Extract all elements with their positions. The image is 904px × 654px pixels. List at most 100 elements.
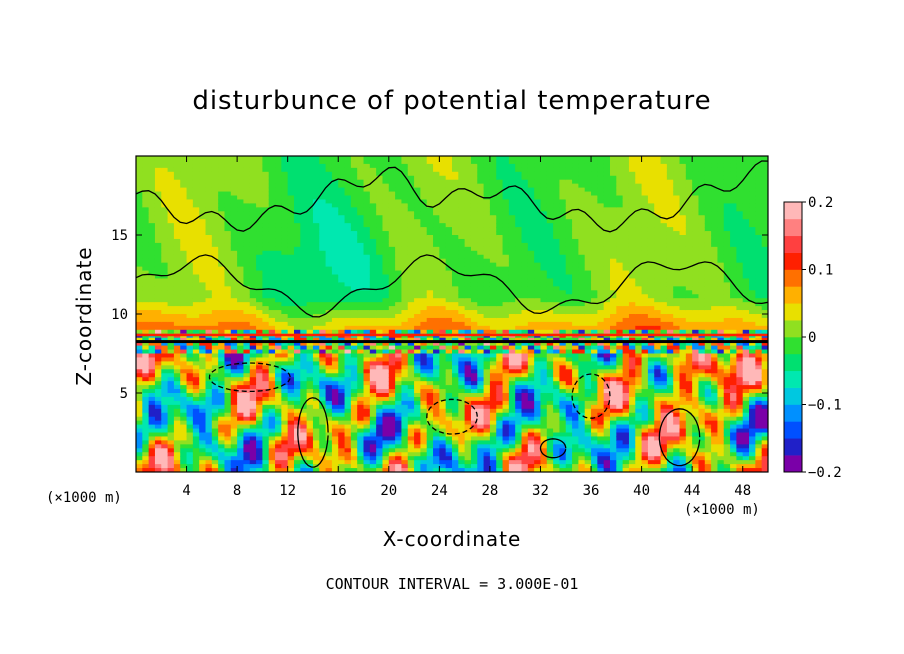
heatmap-cell: [382, 242, 390, 248]
heatmap-cell: [502, 345, 510, 351]
heatmap-cell: [224, 381, 232, 386]
heatmap-cell: [249, 412, 257, 418]
heatmap-cell: [325, 310, 333, 315]
heatmap-cell: [281, 325, 289, 331]
heatmap-cell: [363, 349, 371, 355]
heatmap-cell: [142, 270, 150, 276]
heatmap-cell: [306, 203, 314, 208]
heatmap-cell: [420, 420, 428, 426]
heatmap-cell: [414, 235, 421, 240]
heatmap-cell: [148, 278, 156, 283]
heatmap-cell: [224, 199, 232, 204]
heatmap-cell: [508, 424, 516, 430]
heatmap-cell: [489, 432, 497, 438]
heatmap-cell: [331, 408, 339, 414]
heatmap-cell: [388, 373, 396, 378]
heatmap-cell: [154, 219, 162, 224]
heatmap-cell: [388, 337, 396, 343]
heatmap-cell: [237, 159, 245, 165]
heatmap-cell: [395, 156, 403, 161]
heatmap-cell: [142, 365, 150, 370]
heatmap-cell: [148, 306, 156, 311]
heatmap-cell: [376, 452, 384, 457]
heatmap-cell: [464, 298, 472, 303]
heatmap-cell: [515, 266, 523, 272]
heatmap-cell: [268, 393, 276, 398]
heatmap-cell: [154, 163, 162, 169]
heatmap-cell: [445, 456, 453, 461]
heatmap-cell: [357, 408, 365, 414]
heatmap-cell: [363, 191, 371, 197]
heatmap-cell: [192, 436, 200, 441]
heatmap-cell: [300, 404, 308, 410]
heatmap-cell: [306, 408, 314, 414]
heatmap-cell: [420, 396, 428, 402]
heatmap-cell: [350, 345, 358, 351]
heatmap-cell: [489, 396, 497, 402]
heatmap-cell: [414, 278, 421, 283]
heatmap-cell: [230, 219, 238, 224]
heatmap-cell: [357, 262, 365, 268]
heatmap-cell: [218, 167, 226, 173]
heatmap-cell: [167, 317, 175, 323]
heatmap-cell: [173, 436, 181, 441]
heatmap-cell: [426, 377, 434, 382]
heatmap-cell: [527, 175, 535, 181]
heatmap-cell: [167, 468, 175, 472]
heatmap-cell: [489, 381, 497, 386]
heatmap-cell: [363, 404, 371, 410]
heatmap-cell: [363, 412, 371, 418]
heatmap-cell: [502, 389, 510, 394]
heatmap-cell: [256, 381, 263, 386]
heatmap-cell: [395, 321, 403, 327]
heatmap-cell: [521, 325, 529, 331]
heatmap-cell: [515, 223, 523, 228]
heatmap-cell: [470, 262, 478, 268]
heatmap-cell: [173, 393, 181, 398]
heatmap-cell: [502, 278, 510, 283]
heatmap-cell: [508, 298, 516, 303]
heatmap-cell: [433, 290, 440, 295]
heatmap-cell: [262, 219, 270, 224]
heatmap-cell: [192, 389, 200, 394]
heatmap-cell: [388, 353, 396, 359]
heatmap-cell: [401, 258, 409, 264]
heatmap-cell: [218, 199, 226, 204]
heatmap-cell: [464, 440, 472, 445]
heatmap-cell: [521, 187, 529, 193]
heatmap-cell: [154, 262, 162, 268]
heatmap-cell: [388, 452, 396, 457]
heatmap-cell: [414, 195, 421, 201]
heatmap-cell: [458, 231, 466, 236]
heatmap-cell: [521, 337, 529, 343]
heatmap-cell: [306, 183, 314, 189]
heatmap-cell: [300, 436, 308, 441]
heatmap-cell: [256, 325, 263, 331]
heatmap-cell: [414, 408, 421, 414]
heatmap-cell: [338, 310, 346, 315]
heatmap-cell: [230, 381, 238, 386]
heatmap-cell: [249, 464, 257, 469]
heatmap-cell: [502, 262, 510, 268]
heatmap-cell: [369, 187, 377, 193]
heatmap-cell: [357, 464, 365, 469]
heatmap-cell: [319, 203, 327, 208]
heatmap-cell: [173, 219, 181, 224]
heatmap-cell: [192, 377, 200, 382]
heatmap-cell: [496, 290, 504, 295]
heatmap-cell: [445, 223, 453, 228]
heatmap-cell: [224, 163, 232, 169]
heatmap-cell: [136, 460, 143, 465]
heatmap-cell: [180, 207, 188, 212]
heatmap-cell: [306, 317, 314, 323]
heatmap-cell: [319, 294, 327, 299]
heatmap-cell: [325, 215, 333, 220]
heatmap-cell: [319, 167, 327, 173]
heatmap-cell: [287, 369, 295, 374]
heatmap-cell: [275, 235, 282, 240]
heatmap-cell: [414, 361, 421, 366]
heatmap-cell: [464, 341, 472, 347]
heatmap-cell: [180, 400, 188, 406]
heatmap-cell: [527, 187, 535, 193]
heatmap-cell: [521, 400, 529, 406]
